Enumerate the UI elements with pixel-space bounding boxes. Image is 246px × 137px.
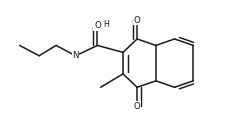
Text: O: O (134, 102, 140, 111)
Text: O: O (134, 16, 140, 25)
Text: H: H (103, 20, 109, 29)
Text: N: N (72, 51, 79, 60)
Text: O: O (94, 21, 101, 30)
